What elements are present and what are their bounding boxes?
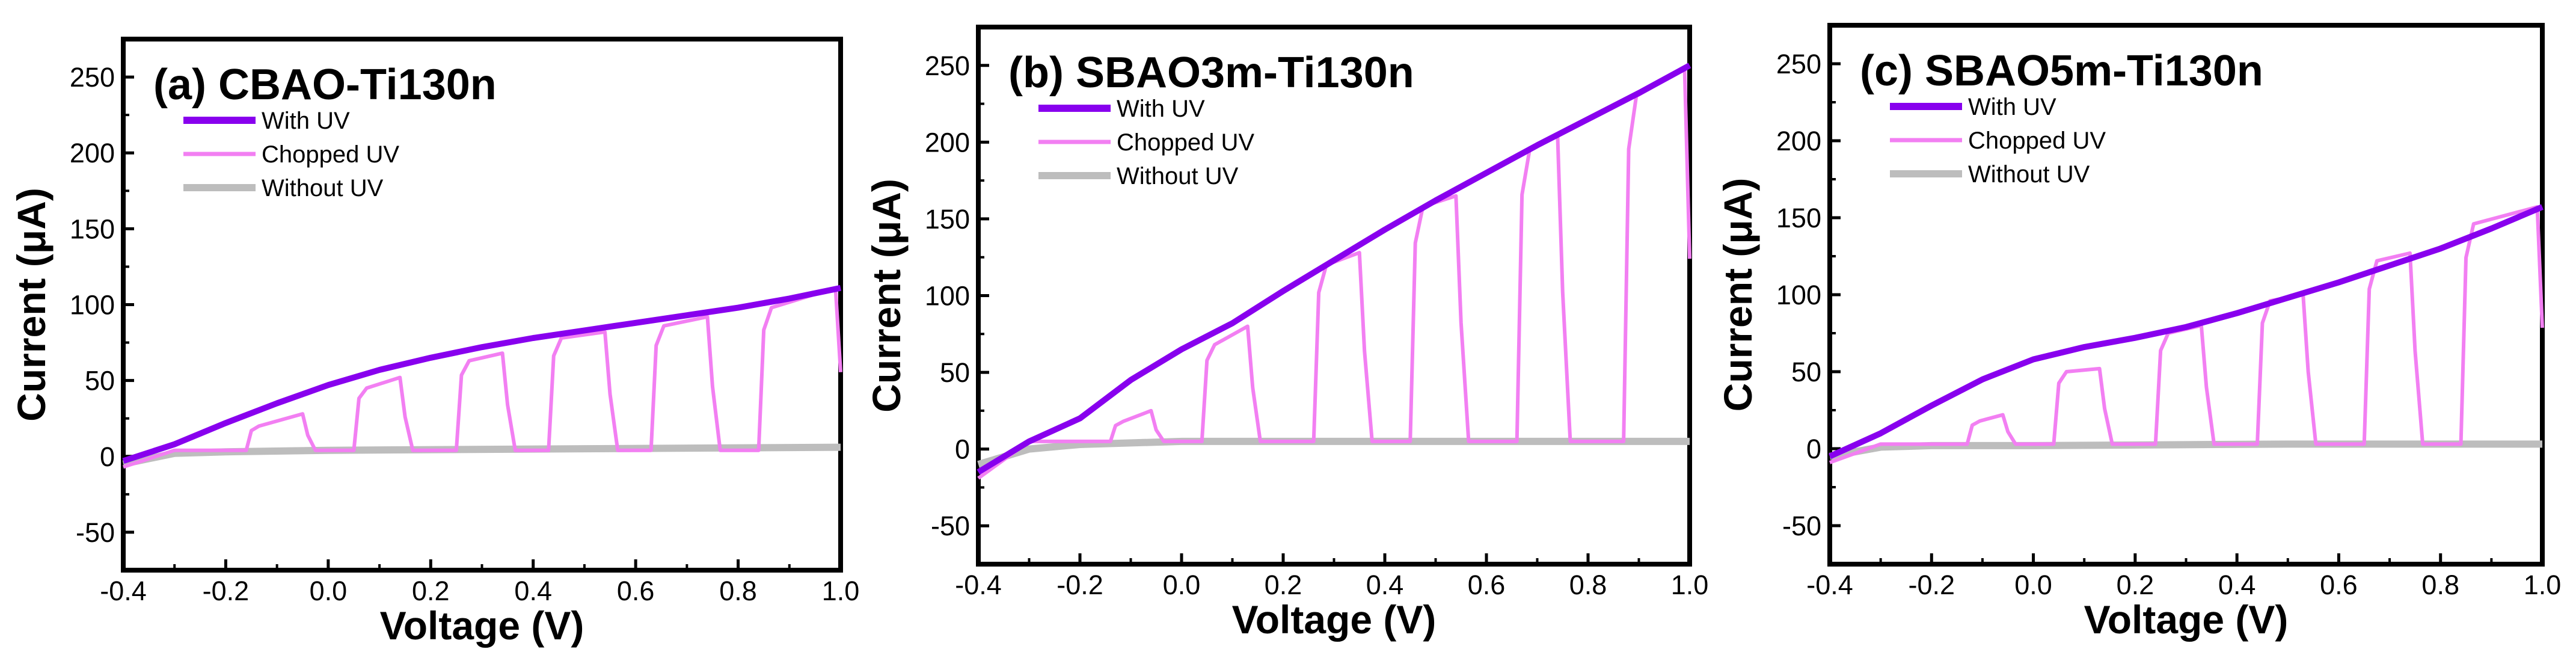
- y-tick-label: 0: [955, 434, 970, 465]
- x-tick-label: 0.4: [2218, 570, 2256, 600]
- legend-label: Chopped UV: [1968, 128, 2106, 154]
- series-without-uv: [1829, 440, 2542, 460]
- series-chopped-uv: [1829, 205, 2544, 464]
- y-tick-label: 250: [1776, 49, 1821, 79]
- x-tick-label: 0.4: [514, 576, 552, 606]
- legend-label: Chopped UV: [262, 141, 399, 168]
- y-tick-label: 0: [100, 441, 115, 472]
- y-tick-label: 50: [1791, 357, 1821, 387]
- x-tick-label: 0.6: [1468, 570, 1506, 600]
- series-with-uv: [122, 284, 842, 464]
- y-tick-label: -50: [1782, 511, 1821, 541]
- series-with-uv: [977, 63, 1691, 475]
- legend-label: With UV: [1968, 94, 2056, 120]
- y-tick-label: 100: [925, 281, 970, 312]
- legend-label: Without UV: [1968, 161, 2090, 188]
- chart-panel-2: -0.4 -0.2 0.0 0.2 0.4 0.6 0.8 1.0 -50 0 50 100 150 20…: [864, 25, 1709, 642]
- x-tick-label: -0.2: [1056, 570, 1103, 600]
- y-tick-label: 150: [70, 214, 115, 244]
- x-tick-label: 1.0: [2524, 570, 2562, 600]
- x-axis-label: Voltage (V): [380, 603, 584, 648]
- y-tick-label: 200: [70, 138, 115, 168]
- x-tick-label: 1.0: [822, 576, 860, 606]
- x-tick-label: 0.8: [719, 576, 757, 606]
- y-axis-label: Current (μA): [1716, 178, 1760, 412]
- x-tick-label: 0.2: [1265, 570, 1302, 600]
- legend-label: Without UV: [1117, 163, 1239, 189]
- x-tick-label: -0.4: [1806, 570, 1853, 600]
- chart-panel-1: -0.4 -0.2 0.0 0.2 0.4 0.6 0.8 1.0 -50 0 50 100 150 20…: [9, 37, 860, 648]
- panel-title: (a) CBAO-Ti130n: [153, 61, 497, 109]
- y-tick-label: 50: [85, 366, 115, 396]
- panel-title: (b) SBAO3m-Ti130n: [1008, 49, 1414, 97]
- x-tick-label: -0.4: [955, 570, 1002, 600]
- x-tick-label: 0.8: [2421, 570, 2459, 600]
- x-tick-label: 0.0: [1163, 570, 1201, 600]
- x-axis-label: Voltage (V): [2084, 597, 2289, 642]
- y-axis-label: Current (μA): [864, 179, 909, 413]
- legend-label: With UV: [1117, 96, 1205, 122]
- y-tick-label: 100: [70, 290, 115, 321]
- x-tick-label: 0.2: [2117, 570, 2154, 600]
- legend-label: With UV: [262, 108, 350, 134]
- x-axis-label: Voltage (V): [1232, 597, 1437, 642]
- y-tick-label: 200: [1776, 126, 1821, 156]
- x-tick-label: -0.2: [203, 576, 250, 606]
- y-tick-label: 250: [70, 62, 115, 93]
- y-tick-label: 250: [925, 51, 970, 81]
- x-tick-label: 0.0: [310, 576, 348, 606]
- y-tick-label: -50: [76, 517, 115, 548]
- y-tick-label: -50: [931, 511, 970, 541]
- legend-label: Chopped UV: [1117, 129, 1254, 156]
- x-tick-label: 0.2: [412, 576, 450, 606]
- y-axis-label: Current (μA): [9, 188, 54, 422]
- x-tick-label: 0.6: [617, 576, 655, 606]
- y-tick-label: 0: [1806, 434, 1821, 464]
- x-tick-label: 0.8: [1569, 570, 1607, 600]
- x-tick-label: 1.0: [1671, 570, 1709, 600]
- chart-panel-3: -0.4 -0.2 0.0 0.2 0.4 0.6 0.8 1.0 -50 0 50 100 150 20…: [1716, 23, 2562, 642]
- y-tick-label: 50: [940, 357, 970, 388]
- series-without-uv: [977, 437, 1690, 468]
- x-tick-label: 0.6: [2320, 570, 2358, 600]
- y-tick-label: 100: [1776, 280, 1821, 310]
- series-chopped-uv: [977, 66, 1691, 480]
- x-tick-label: 0.4: [1366, 570, 1404, 600]
- y-tick-label: 150: [925, 204, 970, 235]
- x-tick-label: -0.2: [1909, 570, 1955, 600]
- series-with-uv: [1828, 204, 2544, 460]
- y-tick-label: 150: [1776, 203, 1821, 233]
- series-chopped-uv: [123, 286, 842, 469]
- x-tick-label: 0.0: [2014, 570, 2052, 600]
- x-tick-label: -0.4: [100, 576, 147, 606]
- y-tick-label: 200: [925, 127, 970, 158]
- panel-title: (c) SBAO5m-Ti130n: [1860, 47, 2263, 95]
- legend-label: Without UV: [262, 175, 384, 201]
